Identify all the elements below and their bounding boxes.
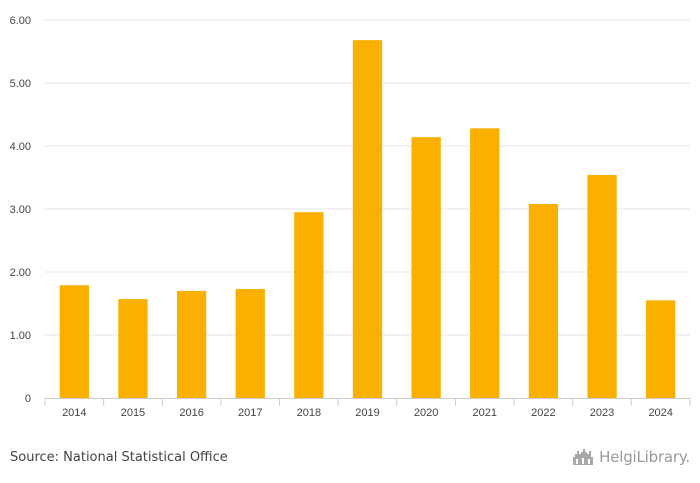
bar-2016 <box>176 290 207 398</box>
bar-2023 <box>587 174 617 398</box>
y-tick-label: 3.00 <box>10 204 31 216</box>
source-note: Source: National Statistical Office <box>10 450 228 465</box>
x-tick-label-2021: 2021 <box>473 407 497 419</box>
y-tick-label: 4.00 <box>10 141 31 153</box>
y-tick-label: 6.00 <box>10 15 31 27</box>
x-tick-label-2020: 2020 <box>414 407 438 419</box>
bar-2018 <box>294 212 324 398</box>
x-tick-label-2024: 2024 <box>648 407 672 419</box>
bar-2019 <box>352 40 383 398</box>
x-tick-label-2019: 2019 <box>355 407 379 419</box>
x-tick-label-2023: 2023 <box>590 407 614 419</box>
x-tick-label-2015: 2015 <box>121 407 145 419</box>
bar-chart: 01.002.003.004.005.006.00 2014 2015 2016 20… <box>10 15 691 419</box>
x-axis-labels: 2014 2015 2016 2017 2018 2019 2020 2021 2022 2023… <box>62 407 673 419</box>
x-tick-label-2017: 2017 <box>238 407 262 419</box>
bars <box>59 40 676 399</box>
y-tick-label: 2.00 <box>10 267 31 279</box>
bar-2015 <box>118 299 148 398</box>
bar-2014 <box>59 285 89 398</box>
x-tick-label-2016: 2016 <box>179 407 203 419</box>
x-axis <box>44 398 691 406</box>
x-tick-label-2014: 2014 <box>62 407 86 419</box>
x-tick-label-2018: 2018 <box>297 407 321 419</box>
y-tick-label: 5.00 <box>10 78 31 90</box>
logo-text: HelgiLibrary. <box>599 448 690 466</box>
y-axis-labels: 0 1.00 2.00 3.00 4.00 5.00 6.00 <box>10 15 31 405</box>
x-tick-label-2022: 2022 <box>531 407 555 419</box>
bar-2017 <box>235 289 265 398</box>
bar-2022 <box>528 203 559 398</box>
y-tick-label: 1.00 <box>10 330 31 342</box>
helgi-library-logo: HelgiLibrary. <box>571 448 690 466</box>
y-tick-label: 0 <box>25 393 31 405</box>
bar-2020 <box>411 137 441 398</box>
bar-2021 <box>470 128 500 399</box>
bar-2024 <box>646 300 676 398</box>
library-building-icon <box>573 449 594 465</box>
